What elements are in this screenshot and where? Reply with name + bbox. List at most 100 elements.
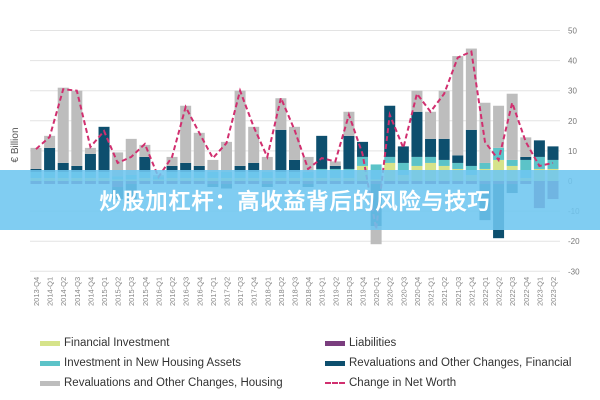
x-tick-label: 2014-Q1 — [46, 277, 55, 306]
x-tick-label: 2015-Q3 — [127, 277, 136, 306]
legend-swatch — [40, 360, 60, 366]
x-tick-label: 2016-Q3 — [182, 277, 191, 306]
bar-segment — [425, 138, 437, 157]
bar-segment — [533, 156, 545, 169]
x-tick-label: 2020-Q3 — [399, 277, 408, 306]
legend-housing-investment: Investment in New Housing Assets — [40, 357, 241, 369]
x-tick-label: 2023-Q2 — [549, 277, 558, 306]
x-tick-label: 2023-Q1 — [535, 277, 544, 306]
bar-segment — [180, 162, 192, 172]
bar-segment — [166, 165, 178, 172]
legend-net-worth: Change in Net Worth — [325, 377, 456, 389]
x-tick-label: 2016-Q4 — [195, 277, 204, 306]
x-tick-label: 2018-Q1 — [263, 277, 272, 306]
bar-segment — [384, 156, 396, 163]
legend-swatch — [325, 340, 345, 346]
y-axis-label: € Billion — [10, 127, 21, 162]
bar-segment — [520, 159, 532, 178]
x-tick-label: 2017-Q2 — [222, 277, 231, 306]
bar-segment — [166, 156, 178, 166]
bar-segment — [452, 155, 464, 163]
overlay-banner: 炒股加杠杆：高收益背后的风险与技巧 — [0, 170, 600, 230]
x-tick-label: 2017-Q1 — [209, 277, 218, 306]
bar-segment — [411, 156, 423, 166]
x-tick-label: 2016-Q2 — [168, 277, 177, 306]
bar-segment — [425, 111, 437, 139]
x-tick-label: 2022-Q2 — [495, 277, 504, 306]
bar-segment — [234, 90, 246, 166]
y-tick-label: -30 — [568, 267, 580, 276]
x-tick-label: 2020-Q2 — [386, 277, 395, 306]
bar-segment — [493, 147, 505, 160]
x-tick-label: 2016-Q1 — [154, 277, 163, 306]
bar-segment — [44, 135, 56, 148]
legend-label: Change in Net Worth — [349, 377, 457, 389]
bar-segment — [384, 105, 396, 157]
legend-label: Financial Investment — [64, 337, 170, 349]
bar-segment — [520, 137, 532, 157]
banner-text: 炒股加杠杆：高收益背后的风险与技巧 — [99, 189, 491, 214]
x-tick-label: 2014-Q2 — [59, 277, 68, 306]
y-tick-label: 20 — [568, 117, 577, 126]
bar-segment — [275, 129, 287, 172]
x-tick-label: 2013-Q4 — [32, 277, 41, 306]
bar-segment — [479, 102, 491, 163]
bar-segment — [465, 129, 477, 166]
bar-segment — [112, 152, 124, 177]
x-tick-label: 2017-Q4 — [250, 277, 259, 306]
x-tick-label: 2021-Q2 — [440, 277, 449, 306]
bar-segment — [248, 162, 260, 172]
bar-segment — [438, 159, 450, 166]
bar-segment — [357, 156, 369, 166]
bar-segment — [289, 159, 300, 172]
legend-swatch — [40, 340, 60, 346]
legend-label: Liabilities — [349, 337, 397, 349]
x-tick-label: 2022-Q4 — [522, 277, 531, 306]
x-tick-label: 2018-Q4 — [304, 277, 313, 306]
bar-segment — [139, 156, 151, 172]
net-worth-line-layer — [35, 50, 554, 230]
x-tick-label: 2014-Q3 — [73, 277, 82, 306]
bar-segment — [220, 141, 232, 172]
legend-label: Revaluations and Other Changes, Housing — [64, 377, 283, 389]
bar-segment — [411, 111, 423, 157]
bar-segment — [452, 56, 464, 156]
x-tick-label: 2022-Q3 — [508, 277, 517, 306]
bar-segment — [547, 159, 559, 169]
bar-segment — [234, 165, 246, 172]
bar-segment — [207, 159, 219, 172]
bar-segment — [397, 146, 409, 163]
bar-segment — [329, 161, 341, 166]
legend-financial-investment: Financial Investment — [40, 337, 169, 349]
x-tick-label: 2015-Q1 — [100, 277, 109, 306]
bar-segment — [30, 147, 42, 169]
legend-swatch — [40, 380, 60, 386]
bar-segment — [316, 135, 328, 169]
bar-segment — [84, 147, 96, 154]
bar-segment — [44, 147, 56, 172]
legend-reval-housing: Revaluations and Other Changes, Housing — [40, 377, 283, 389]
y-tick-label: 10 — [568, 147, 577, 156]
bar-segment — [343, 135, 355, 169]
bar-segment — [180, 105, 192, 163]
y-tick-labels: 50403020100-10-20-30 — [568, 27, 580, 277]
bar-segment — [71, 90, 83, 166]
y-tick-label: 50 — [568, 27, 577, 36]
x-tick-label: 2020-Q1 — [372, 277, 381, 306]
bar-segment — [533, 140, 545, 157]
bar-segment — [411, 90, 423, 112]
bar-segment — [506, 159, 518, 166]
bar-segment — [438, 90, 450, 139]
legend-reval-financial: Revaluations and Other Changes, Financia… — [325, 357, 571, 369]
x-tick-label: 2014-Q4 — [86, 277, 95, 306]
bar-segment — [289, 126, 300, 160]
y-tick-label: -20 — [568, 237, 580, 246]
x-tick-labels: 2013-Q4 2014-Q1 2014-Q2 2014-Q3 2014-Q4 2015-… — [32, 277, 558, 306]
y-tick-label: 30 — [568, 87, 577, 96]
x-tick-label: 2019-Q3 — [345, 277, 354, 306]
x-tick-label: 2019-Q2 — [331, 277, 340, 306]
bar-segment — [193, 165, 205, 172]
x-tick-label: 2018-Q2 — [277, 277, 286, 306]
bar-segment — [370, 226, 382, 245]
bar-segment — [248, 126, 260, 163]
